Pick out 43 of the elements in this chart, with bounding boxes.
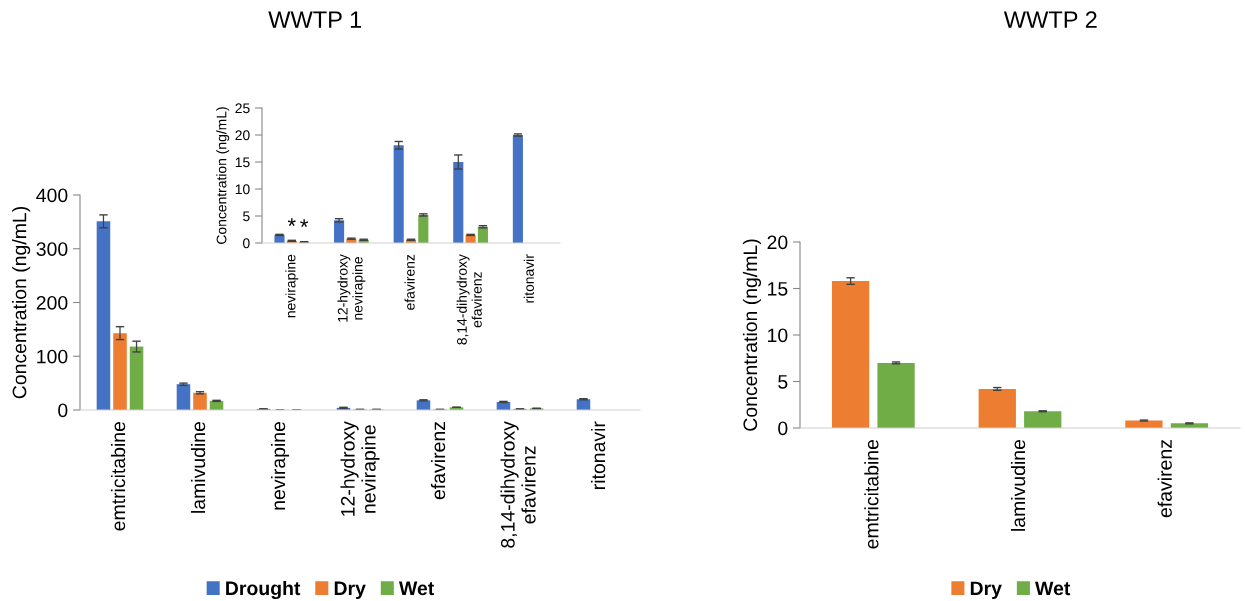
legend-label: Drought [226, 580, 301, 600]
y-tick-label: 200 [36, 295, 68, 310]
annotation: * [287, 218, 296, 226]
annotation: * [300, 219, 309, 228]
chart-title: WWTP 2 [1003, 11, 1097, 28]
y-tick-label: 5 [778, 375, 788, 389]
y-tick-label: 5 [243, 211, 250, 222]
y-axis-title: Concentration (ng/mL) [12, 206, 31, 399]
y-tick-label: 15 [235, 157, 250, 168]
legend-label: Wet [1035, 581, 1071, 596]
y-axis-title: Concentration (ng/mL) [742, 239, 762, 431]
legend-label: Dry [334, 581, 366, 600]
x-tick-label: efavirenz [404, 254, 415, 310]
x-tick-label: 12-hydroxy nevirapine [337, 254, 366, 322]
y-tick-label: 400 [36, 188, 68, 203]
y-tick-label: 0 [58, 403, 68, 418]
y-axis-title: Concentration (ng/mL) [216, 107, 230, 244]
y-tick-label: 10 [768, 328, 788, 343]
x-tick-label: 8,14-dihydroxy efavirenz [500, 421, 536, 548]
y-tick-label: 0 [243, 238, 250, 249]
y-tick-label: 15 [768, 282, 788, 296]
y-tick-label: 300 [36, 242, 68, 256]
x-tick-label: 12-hydroxy nevirapine [340, 421, 380, 516]
chart-title: WWTP 1 [268, 11, 362, 28]
x-tick-label: ritonavir [590, 421, 606, 489]
x-tick-label: emtricitabine [110, 421, 126, 531]
y-tick-label: 100 [37, 349, 68, 364]
x-tick-label: 8,14-dihydroxy efavirenz [456, 254, 482, 345]
legend-label: Wet [398, 581, 435, 596]
x-tick-label: lamivudine [1010, 439, 1026, 531]
x-tick-label: efavirenz [430, 422, 446, 500]
x-tick-label: lamivudine [190, 421, 206, 513]
y-tick-label: 0 [778, 421, 788, 436]
x-tick-label: nevirapine [270, 421, 290, 510]
y-tick-label: 25 [235, 103, 250, 114]
y-tick-label: 20 [235, 130, 250, 141]
legend-label: Dry [970, 581, 1002, 600]
y-tick-label: 20 [767, 235, 788, 250]
x-tick-label: efavirenz [1157, 440, 1172, 518]
x-tick-label: ritonavir [523, 254, 534, 303]
x-tick-label: nevirapine [285, 254, 299, 318]
x-tick-label: emtricitabine [864, 439, 879, 549]
y-tick-label: 10 [235, 184, 250, 195]
